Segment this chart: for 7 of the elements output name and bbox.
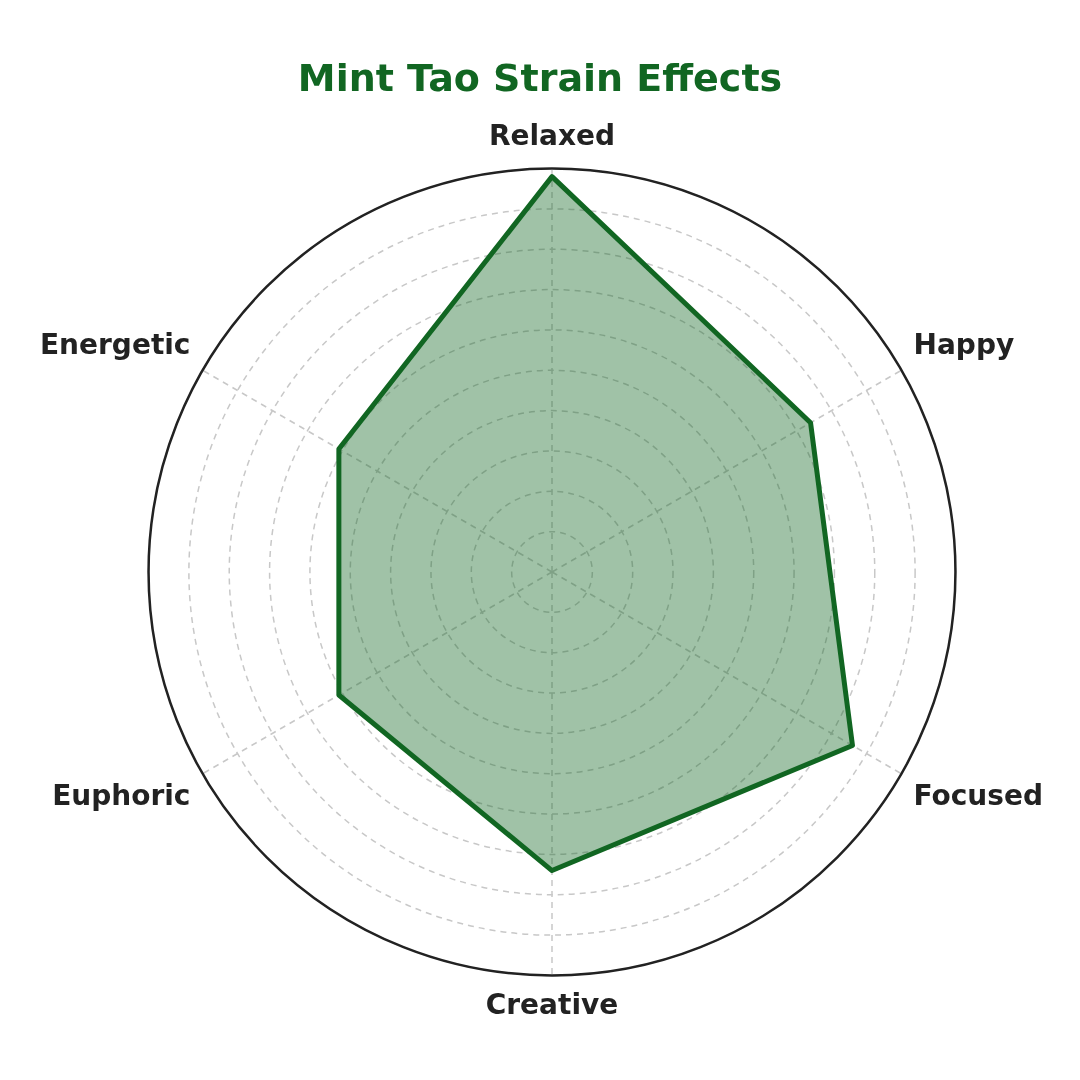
spoke-label: Euphoric xyxy=(52,778,191,812)
chart-title: Mint Tao Strain Effects xyxy=(297,55,783,100)
spoke-label: Focused xyxy=(913,778,1043,812)
spoke-label: Creative xyxy=(485,987,619,1021)
spoke-label: Relaxed xyxy=(488,119,616,153)
spoke-label: Energetic xyxy=(39,327,191,361)
spoke-label: Happy xyxy=(913,327,1015,361)
